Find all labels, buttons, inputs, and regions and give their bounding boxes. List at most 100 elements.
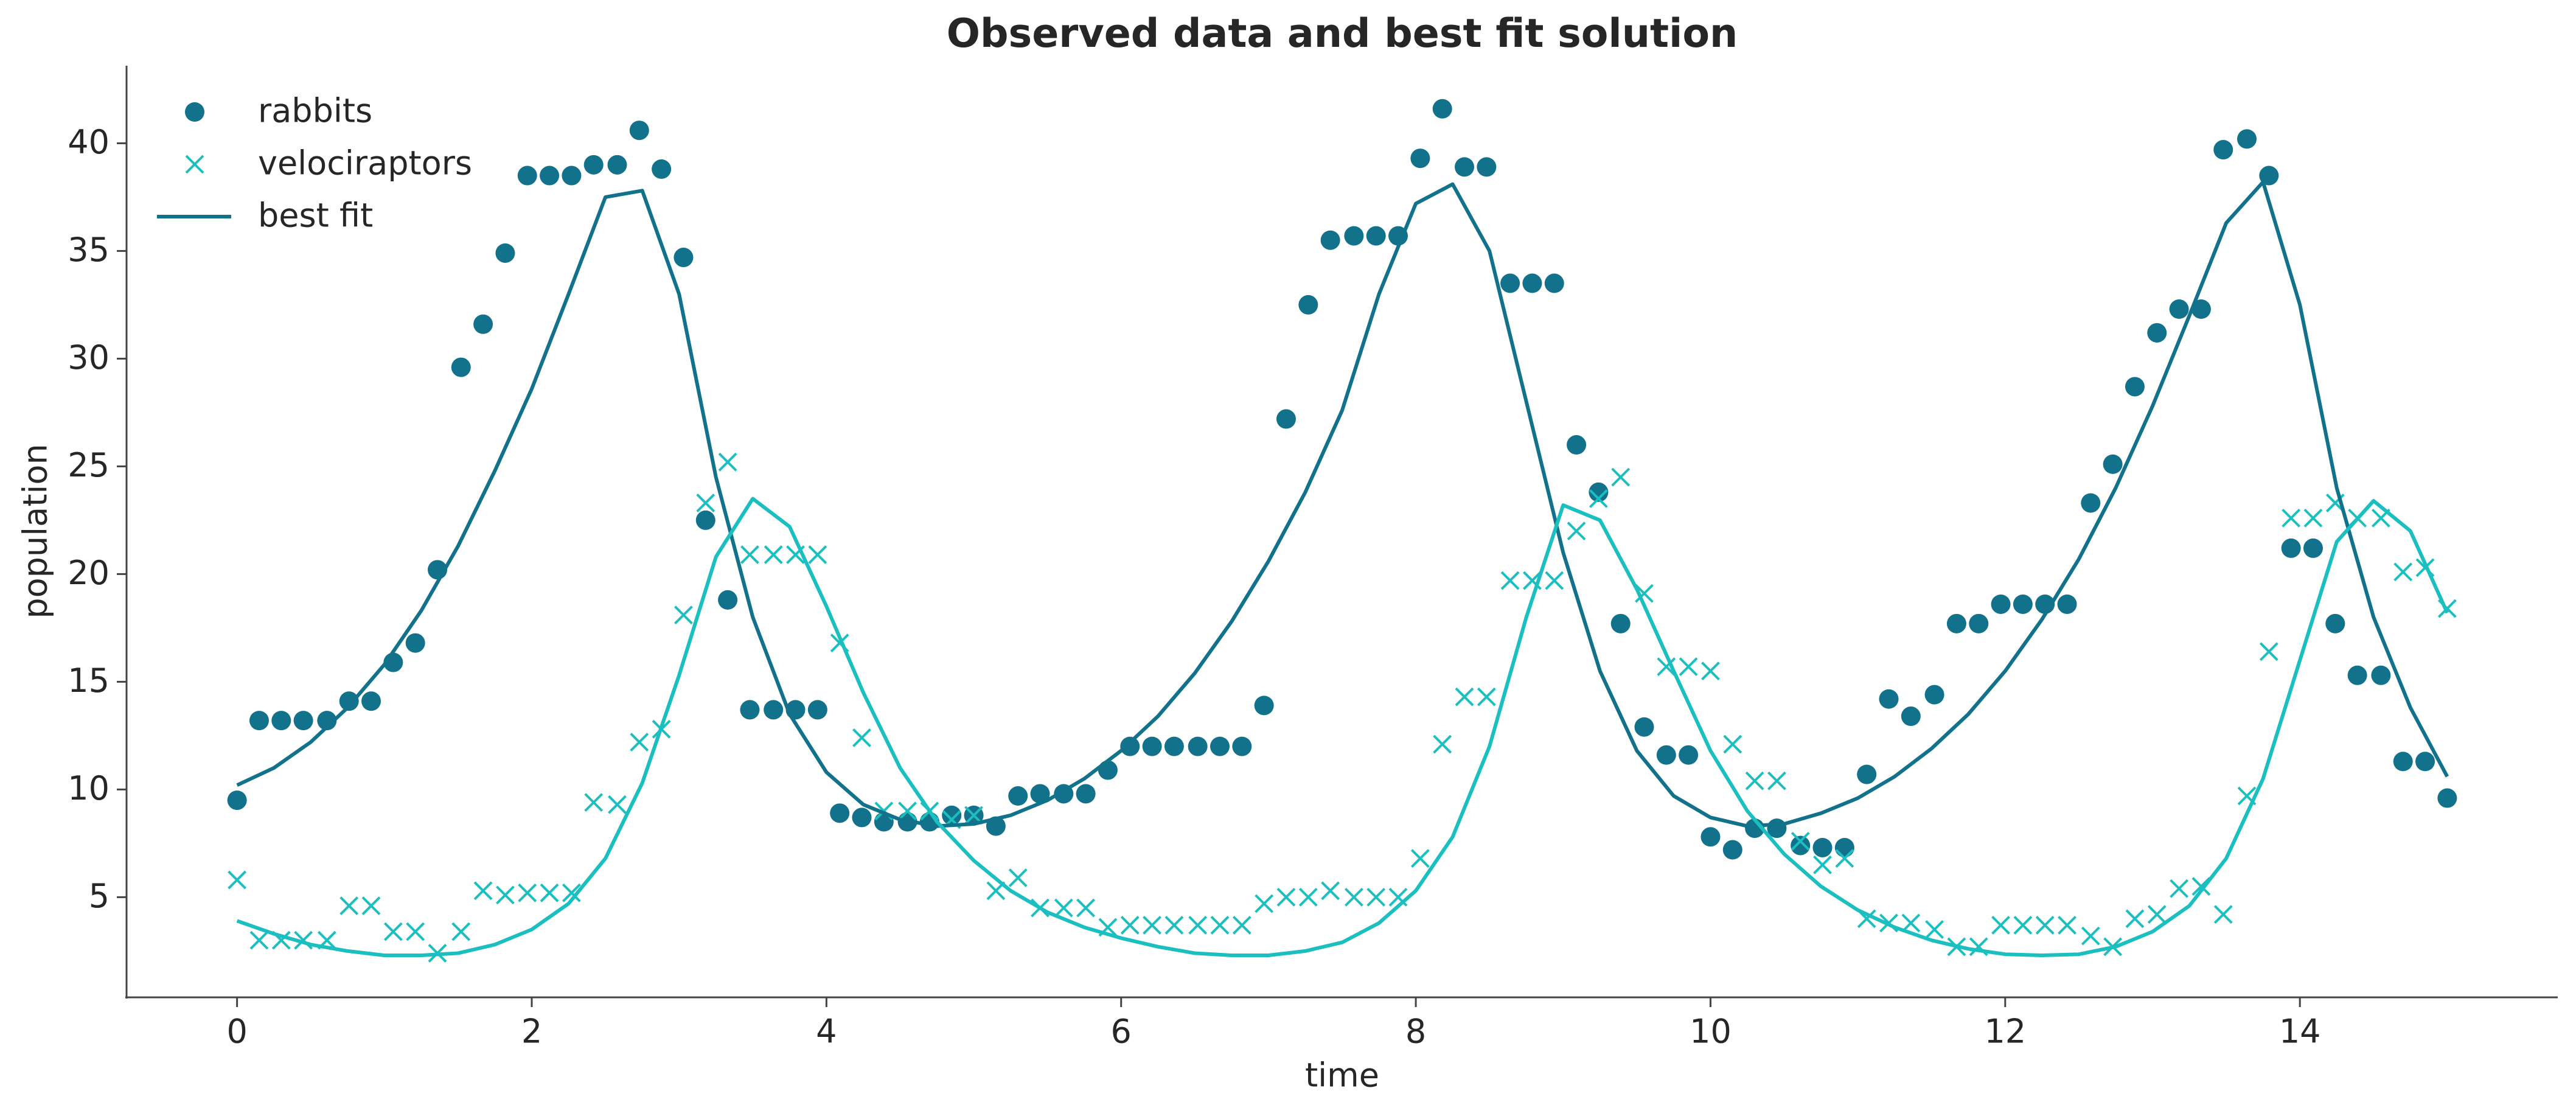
dot-marker — [517, 166, 537, 186]
x-marker — [2125, 909, 2145, 929]
dot-marker — [1410, 148, 1430, 169]
x-marker — [1054, 898, 1073, 918]
dot-marker — [1812, 837, 1833, 857]
x-marker — [1767, 771, 1786, 790]
x-marker — [718, 452, 737, 472]
dot-marker — [1634, 717, 1654, 737]
dot-marker — [674, 248, 694, 268]
x-marker — [2035, 915, 2055, 935]
dot-marker — [2237, 129, 2257, 149]
x-marker — [1120, 915, 1140, 935]
x-marker — [249, 930, 269, 950]
dot-marker — [1969, 613, 1989, 633]
dot-marker — [1589, 482, 1609, 502]
dot-marker — [852, 807, 872, 828]
dot-marker — [293, 711, 313, 731]
x-marker — [1433, 734, 1452, 754]
x-marker — [1901, 913, 1921, 933]
dot-marker — [1722, 840, 1742, 860]
x-marker — [1567, 521, 1586, 541]
x-axis-label: time — [1305, 1056, 1379, 1095]
dot-marker — [2103, 454, 2123, 474]
dot-marker — [1679, 745, 1699, 765]
legend-label: rabbits — [258, 92, 372, 130]
x-marker — [1835, 849, 1854, 868]
dot-marker — [1522, 273, 1542, 293]
dot-marker — [2437, 788, 2457, 808]
x-marker — [1635, 584, 1654, 603]
x-marker — [339, 896, 359, 915]
dot-marker — [339, 691, 359, 711]
dot-marker — [1164, 736, 1184, 756]
x-marker — [1164, 915, 1184, 935]
dot-marker — [2347, 665, 2367, 685]
dot-marker — [1188, 736, 1208, 756]
x-tick-label: 12 — [1984, 1013, 2026, 1051]
x-marker — [473, 881, 493, 901]
y-tick-label: 35 — [68, 231, 110, 269]
x-marker — [808, 545, 827, 564]
dot-marker — [1991, 594, 2011, 614]
dot-marker — [540, 166, 560, 186]
dot-marker — [2147, 323, 2167, 343]
x-marker — [1455, 687, 1474, 706]
x-marker — [1477, 687, 1496, 706]
x-tick-label: 4 — [816, 1013, 837, 1051]
x-tick-label: 10 — [1690, 1013, 1732, 1051]
dot-marker — [451, 357, 471, 377]
dot-marker — [2325, 613, 2345, 633]
x-marker — [1701, 661, 1720, 681]
x-tick-label: 0 — [226, 1013, 247, 1051]
dot-marker — [2013, 594, 2033, 614]
dot-marker — [495, 243, 515, 263]
x-marker — [518, 883, 537, 902]
x-marker — [361, 896, 381, 915]
dot-marker — [740, 700, 760, 720]
x-marker — [495, 885, 515, 905]
x-marker — [1188, 915, 1208, 935]
dot-marker — [1030, 784, 1050, 804]
dot-marker — [1210, 736, 1230, 756]
x-marker — [1589, 489, 1608, 508]
dot-marker — [1254, 696, 1274, 716]
x-marker — [1232, 915, 1251, 935]
x-marker — [2147, 905, 2167, 924]
x-marker — [540, 883, 559, 902]
x-marker — [1679, 657, 1698, 677]
y-tick-label: 10 — [68, 769, 110, 807]
x-tick-label: 8 — [1405, 1013, 1426, 1051]
fit-line — [236, 497, 2449, 957]
dot-marker — [2191, 299, 2211, 319]
x-marker — [451, 922, 471, 941]
x-tick-label: 2 — [521, 1013, 542, 1051]
dot-marker — [2281, 538, 2301, 558]
x-marker — [1657, 657, 1676, 677]
x-marker — [764, 545, 783, 564]
x-marker — [1321, 881, 1340, 901]
y-tick-label: 40 — [68, 123, 110, 161]
x-marker — [1611, 467, 1631, 487]
dot-marker — [562, 166, 582, 186]
x-marker — [1745, 771, 1764, 790]
dot-marker — [1008, 786, 1028, 806]
dot-marker — [2415, 752, 2435, 772]
x-marker — [1500, 571, 1520, 590]
y-axis-label: population — [16, 444, 55, 618]
dot-marker — [361, 691, 381, 711]
dot-marker — [317, 711, 337, 731]
y-tick-label: 25 — [68, 446, 110, 484]
x-tick-label: 14 — [2279, 1013, 2321, 1051]
dot-marker — [249, 711, 269, 731]
dot-marker — [1298, 295, 1318, 315]
x-marker — [608, 795, 627, 814]
dot-marker — [1791, 835, 1811, 856]
x-marker — [1210, 915, 1230, 935]
legend-label: best fit — [258, 197, 373, 235]
dot-marker — [1857, 764, 1877, 784]
dot-marker — [1924, 685, 1944, 705]
x-marker — [383, 922, 403, 941]
dot-marker — [1142, 736, 1162, 756]
x-marker — [898, 801, 917, 821]
dot-marker — [1834, 837, 1854, 857]
y-tick-label: 30 — [68, 338, 110, 377]
